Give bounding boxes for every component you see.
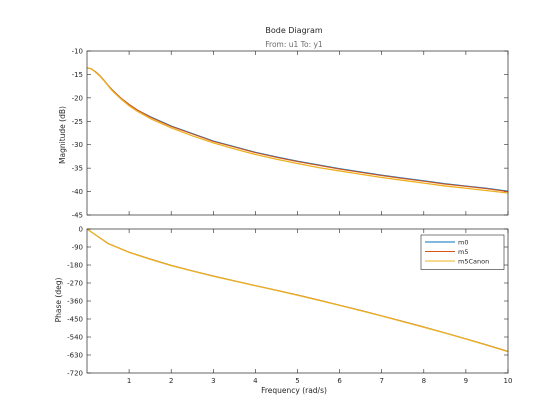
phase-y-tick-label: 0 [79,226,83,234]
x-axis-label: Frequency (rad/s) [261,386,327,395]
x-tick-label: 7 [379,377,383,385]
phase-y-tick-label: -450 [67,316,83,324]
magnitude-y-tick-label: -40 [72,188,83,196]
magnitude-y-tick-label: -15 [72,71,83,79]
magnitude-y-tick-label: -45 [72,212,83,220]
magnitude-y-tick-label: -20 [72,94,83,102]
x-tick-label: 4 [253,377,258,385]
magnitude-y-tick-label: -25 [72,118,83,126]
phase-axes-frame [86,228,509,374]
magnitude-series-m5canon [86,67,509,194]
phase-series-m5canon [86,228,509,353]
phase-y-tick-label: -270 [67,280,83,288]
phase-y-tick-label: -720 [67,370,83,378]
phase-y-tick-label: -360 [67,298,83,306]
phase-y-tick-label: -540 [67,334,83,342]
legend-label-m5canon: m5Canon [458,257,489,265]
legend-label-m5: m5 [458,248,468,256]
legend-box [420,234,505,270]
magnitude-axes-frame [86,50,509,216]
magnitude-y-tick-label: -35 [72,165,83,173]
chart-title: Bode Diagram [265,26,322,35]
x-tick-label: 6 [337,377,342,385]
magnitude-y-tick-label: -30 [72,141,83,149]
magnitude-y-axis-label: Magnitude (dB) [58,106,67,164]
x-tick-label: 3 [211,377,215,385]
x-tick-label: 10 [504,377,513,385]
x-tick-label: 2 [169,377,173,385]
magnitude-plot-area [87,51,508,215]
phase-y-tick-label: -180 [67,262,83,270]
magnitude-y-tick-label: -10 [72,48,83,56]
x-tick-label: 5 [295,377,299,385]
phase-y-tick-label: -90 [72,244,83,252]
x-tick-label: 8 [422,377,426,385]
chart-subtitle: From: u1 To: y1 [265,40,323,49]
legend-label-m0: m0 [458,238,468,246]
x-tick-label: 1 [127,377,131,385]
x-tick-label: 9 [464,377,468,385]
phase-y-tick-label: -630 [67,352,83,360]
phase-y-axis-label: Phase (deg) [54,278,63,323]
magnitude-axes: -10 -15 -20 -25 -30 -35 -40 -45 [72,48,509,220]
